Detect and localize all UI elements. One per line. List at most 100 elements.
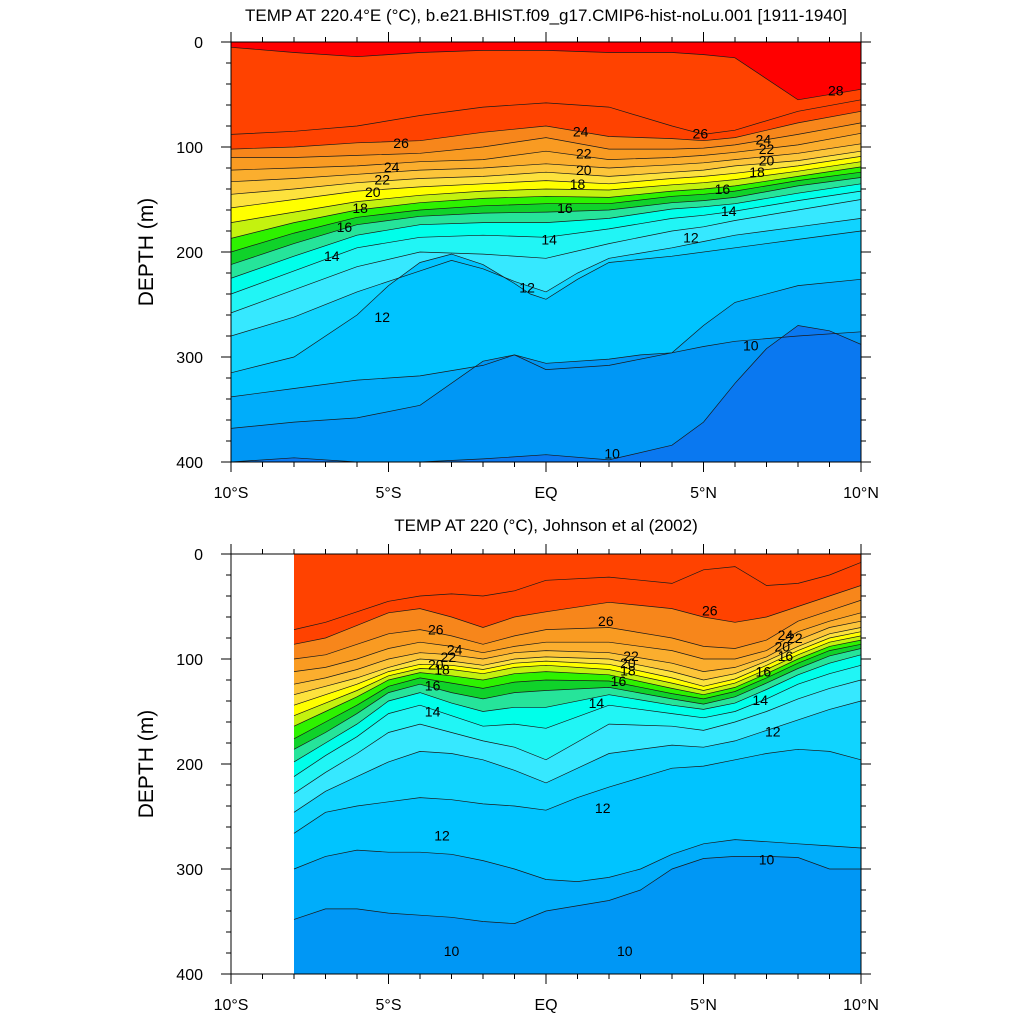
isotherm-line (231, 331, 861, 429)
isotherm-line (293, 648, 861, 750)
isotherm-line (231, 132, 861, 171)
contour-label: 26 (393, 135, 409, 151)
isotherm-line (293, 639, 861, 727)
isotherm-line (231, 218, 861, 337)
isotherm-line (231, 190, 861, 295)
x-tick-label: 5°S (376, 485, 402, 502)
isotherm-line (293, 612, 861, 672)
y-axis-label: DEPTH (m) (135, 710, 158, 819)
contour-label: 20 (774, 638, 790, 654)
x-tick-label: 10°N (843, 485, 879, 502)
isotherm-line (293, 599, 861, 660)
contour-label: 14 (425, 704, 441, 720)
contour-label: 26 (693, 125, 709, 141)
isotherm-line (231, 150, 861, 195)
contour-label: 24 (384, 159, 400, 175)
contour-label: 10 (617, 943, 633, 959)
temperature-band (231, 325, 861, 462)
contour-label: 14 (721, 203, 737, 219)
contour-label: 14 (541, 231, 557, 247)
isotherm-line (231, 161, 861, 223)
contour-label: 22 (623, 648, 639, 664)
contour-label: 16 (425, 677, 441, 693)
isotherm-line (293, 627, 861, 696)
y-axis-label: DEPTH (m) (135, 198, 158, 307)
isotherm-line (231, 183, 861, 279)
y-tick-label: 100 (176, 140, 203, 157)
contour-label: 24 (778, 627, 794, 643)
contour-label: 10 (743, 337, 759, 353)
contour-label: 20 (620, 655, 636, 671)
y-tick-label: 200 (176, 245, 203, 262)
x-tick-label: 10°S (214, 485, 249, 502)
x-tick-label: EQ (534, 997, 557, 1014)
x-tick-label: 5°S (376, 997, 402, 1014)
y-tick-label: 0 (194, 547, 203, 564)
isotherm-line (293, 585, 861, 645)
contour-label: 12 (519, 280, 535, 296)
isotherm-line (293, 620, 861, 685)
contour-label: 18 (749, 164, 765, 180)
isotherm-line (293, 562, 861, 630)
contour-label: 14 (589, 695, 605, 711)
y-tick-label: 300 (176, 862, 203, 879)
panel-bottom: TEMP AT 220 (°C), Johnson et al (2002) D… (135, 516, 879, 1014)
contour-label: 18 (434, 662, 450, 678)
contour-label: 12 (434, 827, 450, 843)
isotherm-line (231, 230, 861, 374)
y-tick-label: 100 (176, 652, 203, 669)
isotherm-line (231, 122, 861, 158)
contour-label: 16 (778, 648, 794, 664)
isotherm-line (293, 664, 861, 777)
contour-label: 16 (756, 664, 772, 680)
contour-label: 16 (611, 673, 627, 689)
isotherm-line (231, 199, 861, 314)
contour-label: 16 (557, 200, 573, 216)
isotherm-line (293, 856, 861, 924)
isotherm-line (293, 839, 861, 882)
contour-label: 24 (447, 642, 463, 658)
axes: 0 100 200 300 400 10°S 5°S EQ 5°N 10°N (176, 544, 879, 1014)
chart-title: TEMP AT 220 (°C), Johnson et al (2002) (394, 516, 698, 535)
contour-label: 12 (765, 723, 781, 739)
contour-label: 20 (365, 184, 381, 200)
contour-label-layer: 2626242220161614122624222018161422201816… (425, 603, 803, 959)
isotherm-line (231, 99, 861, 135)
panel-top: TEMP AT 220.4°E (°C), b.e21.BHIST.f09_g1… (135, 6, 879, 502)
contour-label: 22 (759, 141, 775, 157)
contour-label: 18 (620, 663, 636, 679)
y-tick-label: 300 (176, 350, 203, 367)
isotherm-line (231, 46, 861, 101)
y-tick-label: 400 (176, 455, 203, 472)
contour-label: 20 (759, 153, 775, 169)
isotherm-line (231, 156, 861, 209)
isotherm-line (293, 748, 861, 834)
x-tick-label: 10°S (214, 997, 249, 1014)
contour-label: 20 (576, 162, 592, 178)
isotherm-line (231, 325, 861, 462)
y-tick-label: 400 (176, 967, 203, 984)
contour-label: 12 (683, 229, 699, 245)
contour-plot (293, 554, 861, 974)
contour-label: 16 (715, 181, 731, 197)
contour-label: 26 (428, 622, 444, 638)
chart-title: TEMP AT 220.4°E (°C), b.e21.BHIST.f09_g1… (245, 6, 847, 25)
contour-label: 26 (702, 603, 718, 619)
isotherm-line (293, 643, 861, 740)
isotherm-line (293, 679, 861, 794)
contour-label: 12 (595, 800, 611, 816)
contour-label: 24 (573, 123, 589, 139)
contour-label: 16 (337, 219, 353, 235)
x-tick-label: 5°N (690, 485, 717, 502)
contour-label: 24 (756, 132, 772, 148)
contour-label: 10 (604, 446, 620, 462)
isotherm-line (293, 631, 861, 706)
isotherm-line (231, 177, 861, 265)
axes: 0 100 200 300 400 10°S 5°S EQ 5°N 10°N (176, 32, 879, 502)
x-tick-label: EQ (534, 485, 557, 502)
isotherm-line (231, 166, 861, 239)
contour-label: 22 (576, 145, 592, 161)
isotherm-line (293, 700, 861, 813)
